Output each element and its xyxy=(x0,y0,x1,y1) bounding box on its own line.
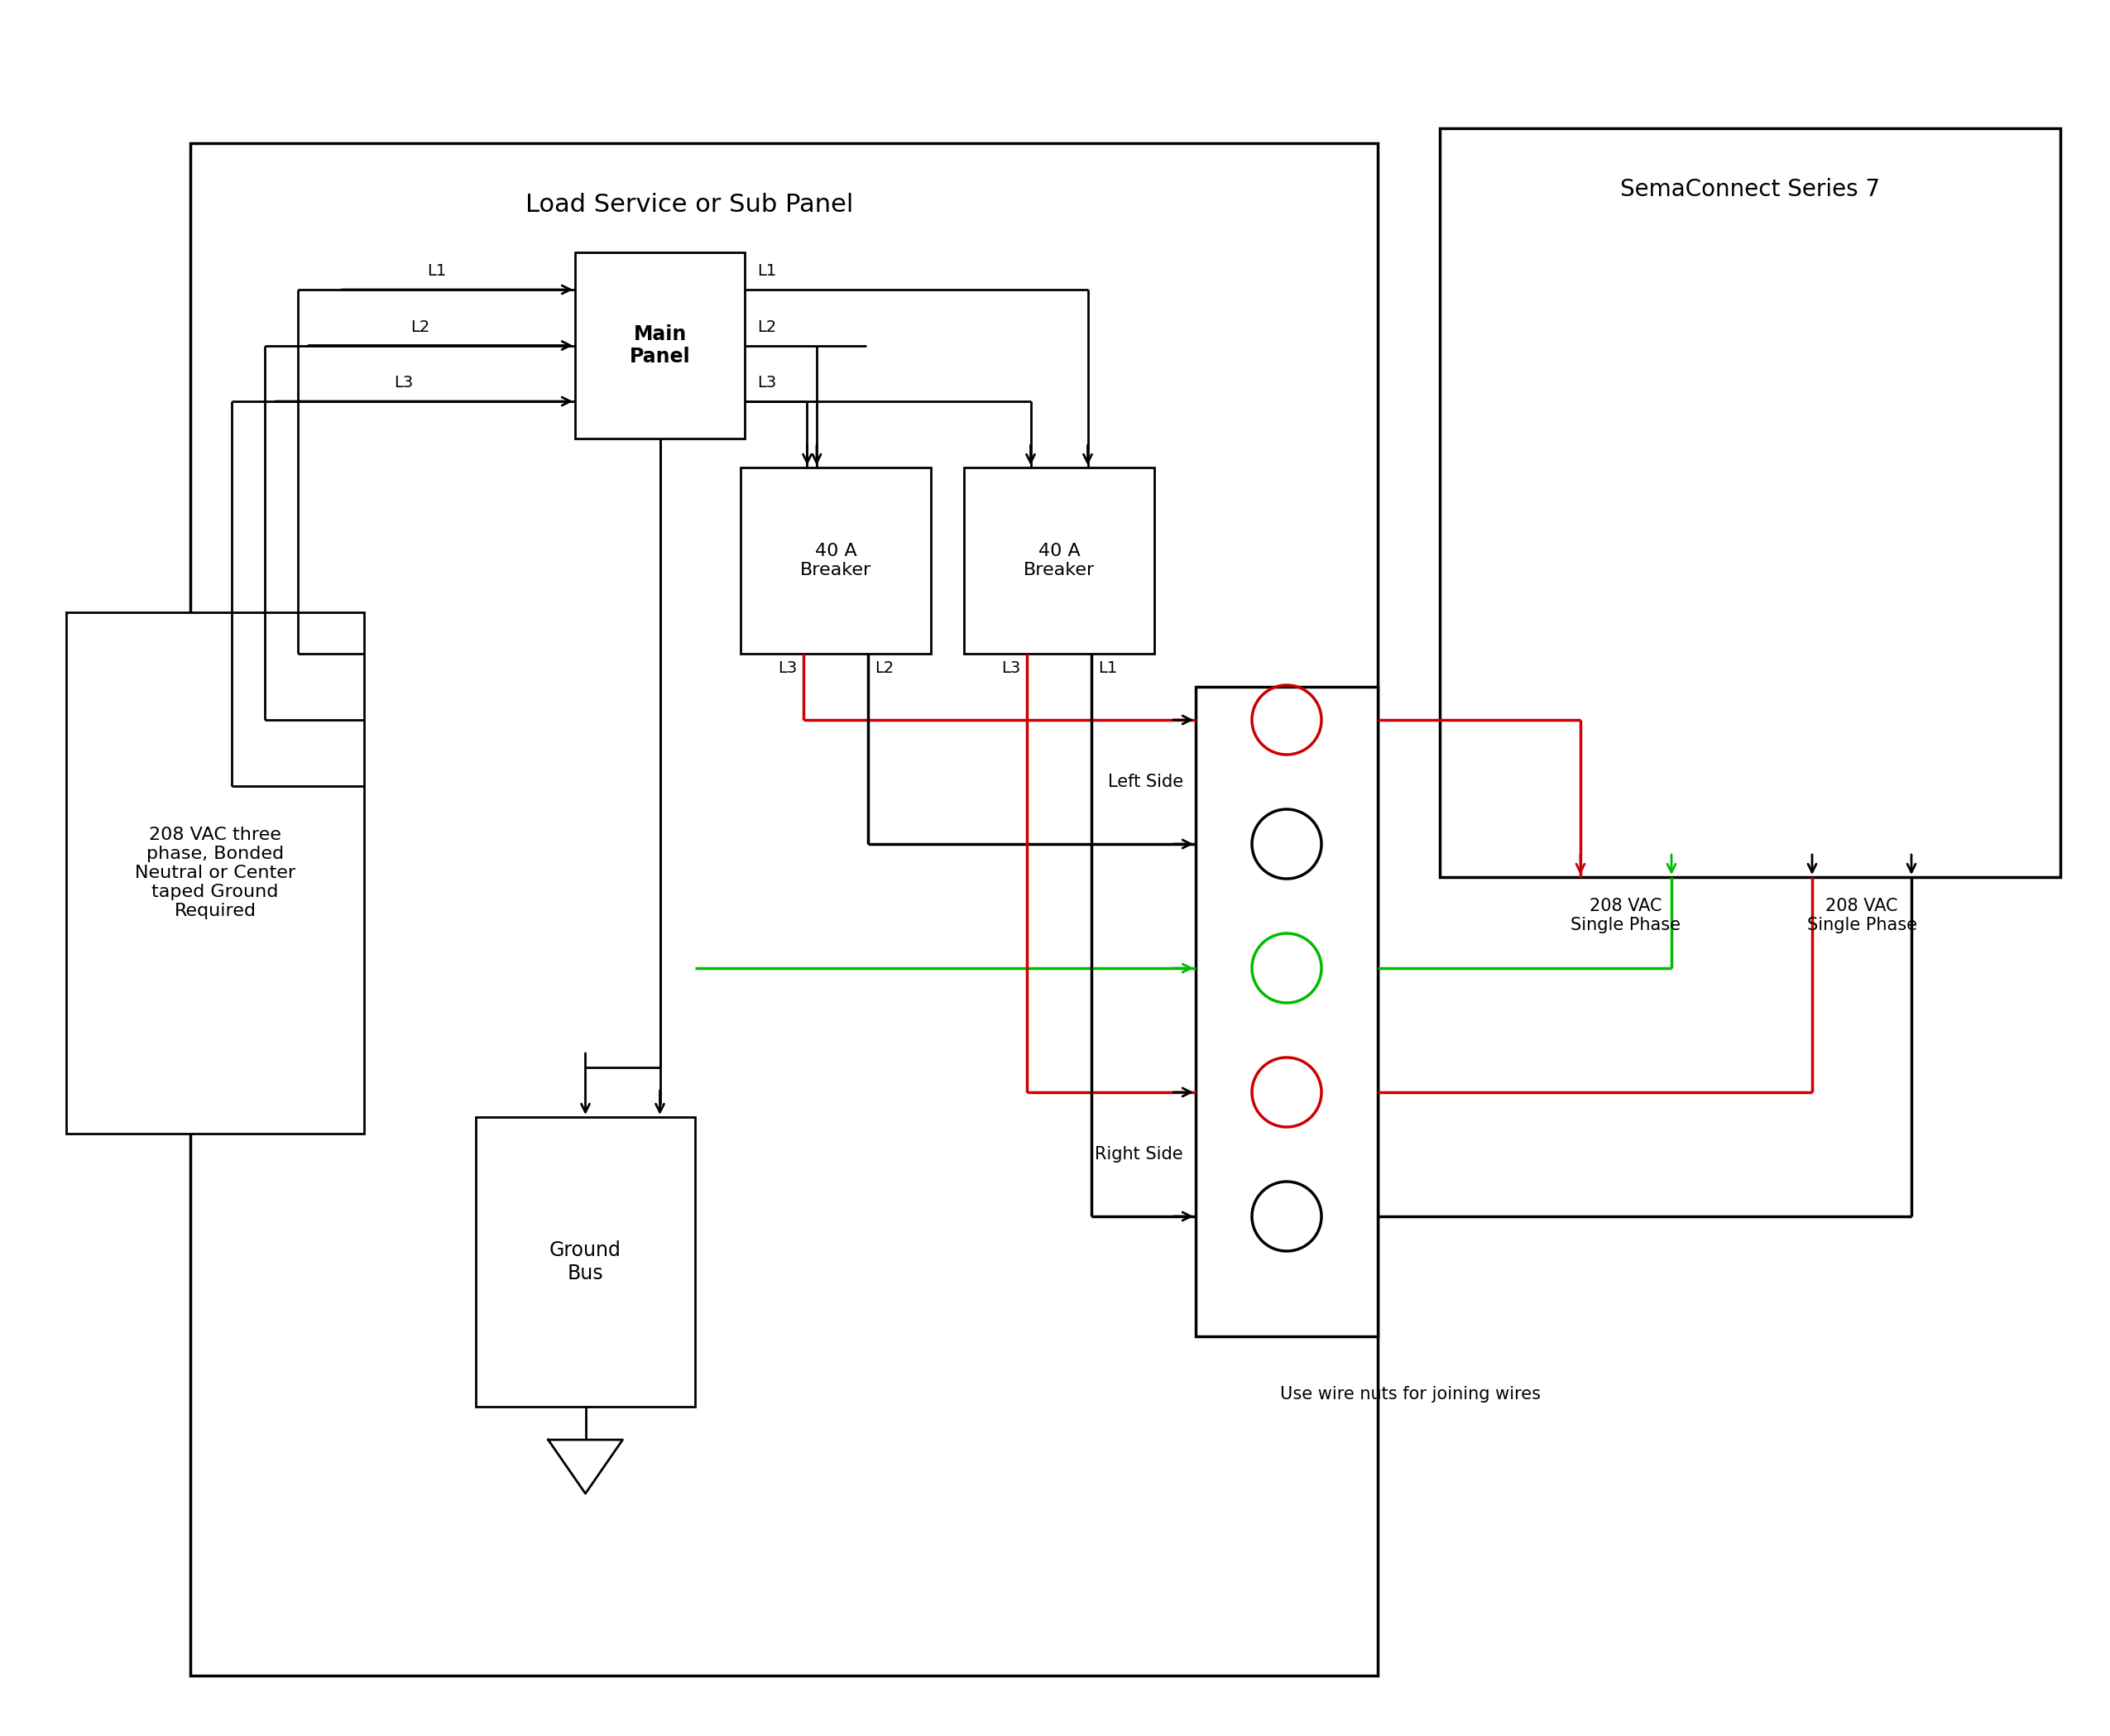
Text: Use wire nuts for joining wires: Use wire nuts for joining wires xyxy=(1281,1385,1540,1403)
Text: L3: L3 xyxy=(395,375,414,391)
Text: L1: L1 xyxy=(1097,660,1118,675)
Text: L2: L2 xyxy=(409,319,430,335)
Text: 208 VAC three
phase, Bonded
Neutral or Center
taped Ground
Required: 208 VAC three phase, Bonded Neutral or C… xyxy=(135,826,295,920)
Bar xyxy=(576,252,745,439)
Bar xyxy=(1196,687,1378,1337)
Text: L1: L1 xyxy=(426,264,445,279)
Text: L3: L3 xyxy=(1000,660,1019,675)
Text: SemaConnect Series 7: SemaConnect Series 7 xyxy=(1620,177,1880,201)
Bar xyxy=(1439,128,2059,877)
Bar xyxy=(65,613,365,1134)
Text: Left Side: Left Side xyxy=(1108,774,1184,790)
Bar xyxy=(475,1116,694,1406)
Text: 40 A
Breaker: 40 A Breaker xyxy=(1023,543,1095,578)
Text: Load Service or Sub Panel: Load Service or Sub Panel xyxy=(525,193,852,217)
Text: L1: L1 xyxy=(757,264,776,279)
Text: 208 VAC
Single Phase: 208 VAC Single Phase xyxy=(1806,898,1916,934)
Text: L2: L2 xyxy=(757,319,776,335)
Text: L3: L3 xyxy=(757,375,776,391)
Text: Ground
Bus: Ground Bus xyxy=(549,1241,620,1283)
Text: L3: L3 xyxy=(776,660,798,675)
Bar xyxy=(741,467,931,654)
Bar xyxy=(190,142,1378,1675)
Text: 40 A
Breaker: 40 A Breaker xyxy=(800,543,871,578)
Text: Main
Panel: Main Panel xyxy=(629,325,690,366)
Text: 208 VAC
Single Phase: 208 VAC Single Phase xyxy=(1572,898,1682,934)
Bar xyxy=(964,467,1154,654)
Text: L2: L2 xyxy=(876,660,895,675)
Text: Right Side: Right Side xyxy=(1095,1146,1184,1163)
